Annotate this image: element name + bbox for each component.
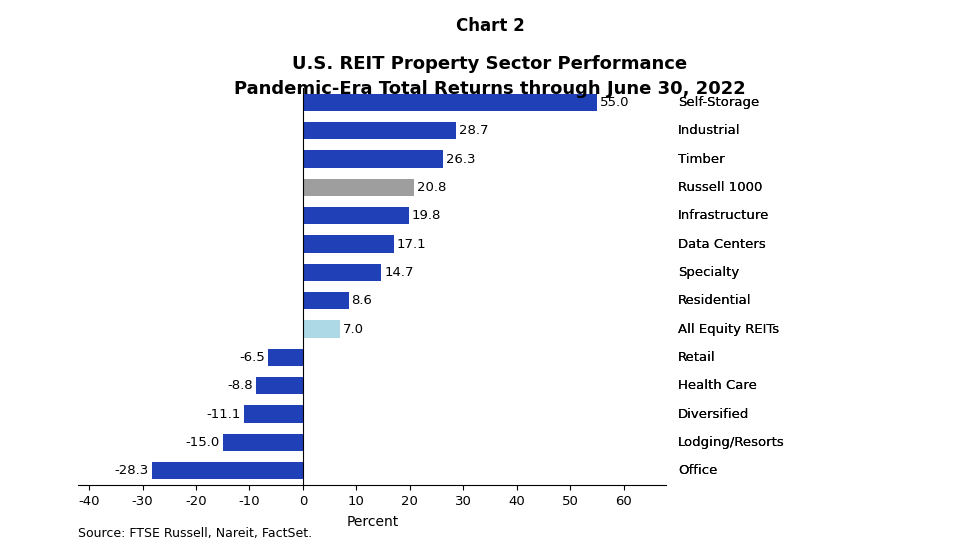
Text: Lodging/Resorts: Lodging/Resorts (678, 436, 785, 449)
Text: Health Care: Health Care (678, 379, 757, 392)
Text: Chart 2: Chart 2 (456, 17, 524, 35)
Text: Diversified: Diversified (678, 408, 750, 420)
Text: 17.1: 17.1 (397, 237, 426, 251)
Text: U.S. REIT Property Sector Performance
Pandemic-Era Total Returns through June 30: U.S. REIT Property Sector Performance Pa… (234, 55, 746, 98)
Bar (303, 207, 409, 224)
Bar (303, 292, 349, 310)
Text: Source: FTSE Russell, Nareit, FactSet.: Source: FTSE Russell, Nareit, FactSet. (78, 527, 313, 540)
Text: All Equity REITs: All Equity REITs (678, 322, 779, 336)
Text: Office: Office (678, 464, 717, 477)
Text: Industrial: Industrial (678, 124, 741, 137)
Text: 7.0: 7.0 (343, 322, 364, 336)
Text: Russell 1000: Russell 1000 (678, 181, 762, 194)
Text: Specialty: Specialty (678, 266, 739, 279)
Text: 55.0: 55.0 (600, 96, 629, 109)
Text: 20.8: 20.8 (416, 181, 446, 194)
Text: Residential: Residential (678, 294, 752, 307)
Bar (303, 179, 415, 196)
Text: Retail: Retail (678, 351, 715, 364)
Text: -28.3: -28.3 (115, 464, 149, 477)
Text: Data Centers: Data Centers (678, 237, 766, 251)
Text: Infrastructure: Infrastructure (678, 209, 769, 222)
Text: 14.7: 14.7 (384, 266, 414, 279)
X-axis label: Percent: Percent (346, 515, 399, 528)
Bar (303, 122, 457, 139)
Text: Diversified: Diversified (678, 408, 750, 420)
Text: Data Centers: Data Centers (678, 237, 766, 251)
Text: -8.8: -8.8 (227, 379, 253, 392)
Text: -6.5: -6.5 (240, 351, 266, 364)
Text: -11.1: -11.1 (207, 408, 241, 420)
Bar (152, 462, 303, 479)
Bar (256, 377, 303, 395)
Text: 8.6: 8.6 (352, 294, 372, 307)
Text: All Equity REITs: All Equity REITs (678, 322, 779, 336)
Text: Health Care: Health Care (678, 379, 757, 392)
Text: -15.0: -15.0 (186, 436, 220, 449)
Text: 19.8: 19.8 (412, 209, 441, 222)
Text: Specialty: Specialty (678, 266, 739, 279)
Text: Timber: Timber (678, 153, 725, 165)
Text: Infrastructure: Infrastructure (678, 209, 769, 222)
Text: Russell 1000: Russell 1000 (678, 181, 762, 194)
Text: Self-Storage: Self-Storage (678, 96, 760, 109)
Bar (244, 405, 303, 423)
Bar (303, 263, 381, 281)
Text: Retail: Retail (678, 351, 715, 364)
Text: Residential: Residential (678, 294, 752, 307)
Text: Lodging/Resorts: Lodging/Resorts (678, 436, 785, 449)
Text: Self-Storage: Self-Storage (678, 96, 760, 109)
Text: 26.3: 26.3 (446, 153, 475, 165)
Bar (222, 434, 303, 451)
Bar (303, 94, 597, 111)
Bar (269, 349, 303, 366)
Text: Industrial: Industrial (678, 124, 741, 137)
Bar (303, 320, 340, 338)
Bar (303, 235, 394, 253)
Bar (303, 150, 444, 168)
Text: Office: Office (678, 464, 717, 477)
Text: 28.7: 28.7 (459, 124, 488, 137)
Text: Timber: Timber (678, 153, 725, 165)
